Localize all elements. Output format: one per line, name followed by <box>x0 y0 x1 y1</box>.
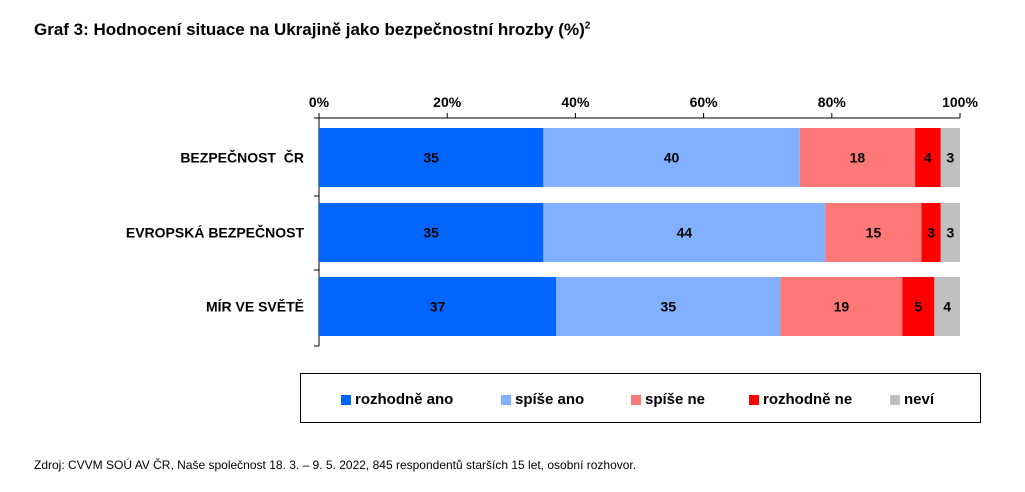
bar-segment <box>825 203 922 262</box>
data-label: 3 <box>946 225 954 241</box>
bar-segment <box>556 277 781 336</box>
data-label: 4 <box>924 150 932 166</box>
data-label: 3 <box>927 225 935 241</box>
legend-swatch <box>501 394 511 405</box>
bar-segment <box>934 277 960 336</box>
source-note: Zdroj: CVVM SOÚ AV ČR, Naše společnost 1… <box>34 458 637 472</box>
data-label: 5 <box>914 299 922 315</box>
bar-segment <box>780 277 903 336</box>
bar-segment <box>940 203 960 262</box>
x-tick-label: 0% <box>309 94 330 110</box>
legend-item: spíše ano <box>501 391 584 408</box>
bar-segment <box>921 203 941 262</box>
legend-swatch <box>341 394 351 405</box>
category-label: EVROPSKÁ BEZPEČNOST <box>126 224 305 241</box>
bar-segment <box>902 277 935 336</box>
bar-segment <box>319 128 544 187</box>
data-label: 37 <box>430 299 446 315</box>
legend-swatch <box>890 394 900 405</box>
x-tick-label: 60% <box>690 94 719 110</box>
chart-title: Graf 3: Hodnocení situace na Ukrajině ja… <box>34 20 591 39</box>
data-label: 35 <box>423 150 439 166</box>
legend-swatch <box>631 394 641 405</box>
bar-segment <box>319 277 557 336</box>
legend-item: rozhodně ano <box>341 391 453 408</box>
data-label: 15 <box>866 225 882 241</box>
legend: rozhodně ano spíše ano spíše ne rozhodně ne… <box>300 373 981 423</box>
bar-segment <box>319 203 544 262</box>
x-tick-label: 80% <box>818 94 847 110</box>
data-label: 3 <box>946 150 954 166</box>
category-label: MÍR VE SVĚTĚ <box>206 298 304 315</box>
data-label: 19 <box>834 299 850 315</box>
legend-item: rozhodně ne <box>749 391 852 408</box>
stacked-bar-chart: 0% 20% 40% 60% 80% 100% BEZPEČNOST ČR 35 40 18 4 3… <box>126 94 978 347</box>
legend-label: neví <box>904 391 935 408</box>
data-label: 18 <box>850 150 866 166</box>
bar-segment <box>915 128 941 187</box>
data-label: 40 <box>664 150 680 166</box>
legend-label: spíše ano <box>515 391 585 408</box>
category-label: BEZPEČNOST ČR <box>180 149 304 166</box>
x-tick-label: 40% <box>561 94 590 110</box>
bar-segment <box>543 203 826 262</box>
legend-swatch <box>749 394 759 405</box>
data-label: 35 <box>423 225 439 241</box>
bar-segment <box>940 128 960 187</box>
legend-item: neví <box>890 391 934 408</box>
legend-label: rozhodně ne <box>763 391 853 408</box>
x-tick-label: 20% <box>433 94 462 110</box>
legend-label: rozhodně ano <box>355 391 454 408</box>
x-tick-label: 100% <box>942 94 978 110</box>
legend-label: spíše ne <box>645 391 706 408</box>
data-label: 44 <box>677 225 693 241</box>
data-label: 4 <box>943 299 951 315</box>
legend-item: spíše ne <box>631 391 705 408</box>
data-label: 35 <box>661 299 677 315</box>
bar-segment <box>543 128 800 187</box>
bar-segment <box>799 128 916 187</box>
